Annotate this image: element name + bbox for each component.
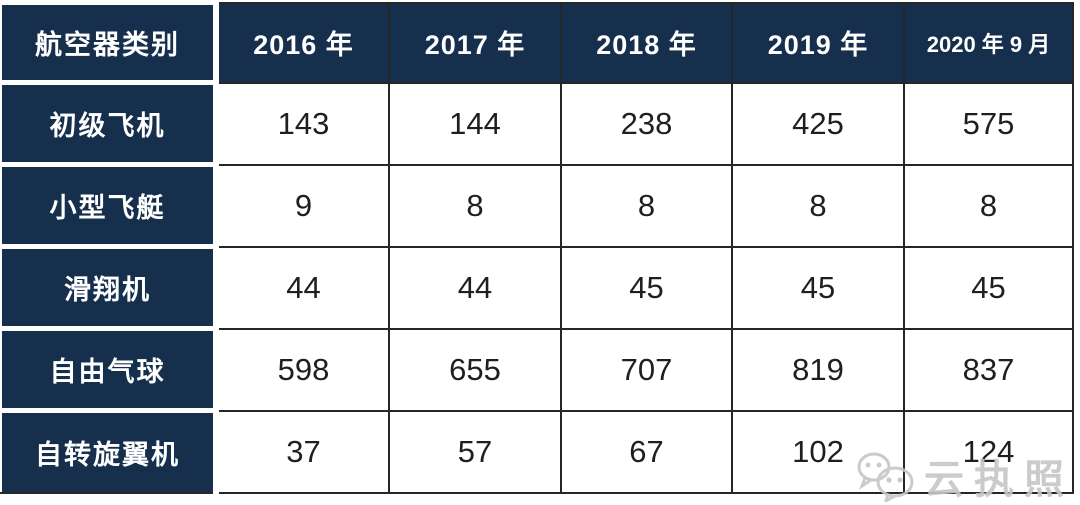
- data-cell: 144: [388, 81, 562, 166]
- table-row: 自由气球 598 655 707 819 837: [0, 326, 1074, 413]
- aircraft-statistics-table: 航空器类别 2016 年 2017 年 2018 年 2019 年 2020 年…: [0, 0, 1074, 494]
- data-cell: 45: [731, 245, 905, 330]
- data-cell: 837: [903, 327, 1074, 412]
- header-cell-2017: 2017 年: [388, 1, 562, 84]
- data-cell: 57: [388, 409, 562, 494]
- data-cell: 8: [560, 163, 733, 248]
- table-row: 滑翔机 44 44 45 45 45: [0, 244, 1074, 331]
- row-label: 滑翔机: [0, 244, 219, 331]
- data-cell: 655: [388, 327, 562, 412]
- data-cell: 8: [731, 163, 905, 248]
- data-cell: 575: [903, 81, 1074, 166]
- header-cell-2016: 2016 年: [215, 1, 390, 84]
- table-row: 小型飞艇 9 8 8 8 8: [0, 162, 1074, 249]
- table-row: 自转旋翼机 37 57 67 102 124: [0, 408, 1074, 494]
- data-cell: 67: [560, 409, 733, 494]
- row-label: 初级飞机: [0, 80, 219, 167]
- data-cell: 102: [731, 409, 905, 494]
- data-cell: 143: [215, 81, 390, 166]
- data-cell: 44: [388, 245, 562, 330]
- data-cell: 819: [731, 327, 905, 412]
- data-cell: 707: [560, 327, 733, 412]
- header-cell-2019: 2019 年: [731, 1, 905, 84]
- row-label: 自由气球: [0, 326, 219, 413]
- data-cell: 425: [731, 81, 905, 166]
- data-cell: 37: [215, 409, 390, 494]
- data-cell: 8: [388, 163, 562, 248]
- data-cell: 45: [560, 245, 733, 330]
- data-cell: 598: [215, 327, 390, 412]
- data-cell: 8: [903, 163, 1074, 248]
- row-label: 自转旋翼机: [0, 408, 219, 494]
- data-cell: 45: [903, 245, 1074, 330]
- data-cell: 124: [903, 409, 1074, 494]
- header-cell-2020-sep: 2020 年 9 月: [903, 1, 1074, 84]
- header-cell-category: 航空器类别: [0, 0, 219, 85]
- row-label: 小型飞艇: [0, 162, 219, 249]
- header-cell-2018: 2018 年: [560, 1, 733, 84]
- table-row: 初级飞机 143 144 238 425 575: [0, 80, 1074, 167]
- table-header-row: 航空器类别 2016 年 2017 年 2018 年 2019 年 2020 年…: [0, 0, 1074, 85]
- data-cell: 238: [560, 81, 733, 166]
- data-cell: 9: [215, 163, 390, 248]
- data-cell: 44: [215, 245, 390, 330]
